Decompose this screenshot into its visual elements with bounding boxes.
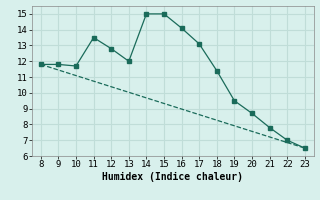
X-axis label: Humidex (Indice chaleur): Humidex (Indice chaleur)	[102, 172, 243, 182]
